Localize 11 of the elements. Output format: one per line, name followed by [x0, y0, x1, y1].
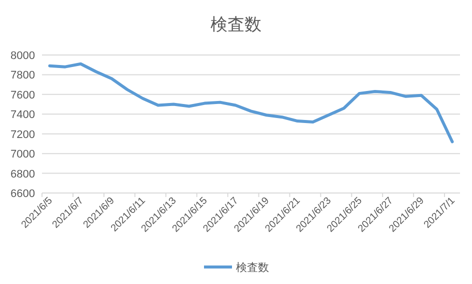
line-series: [48, 62, 454, 144]
y-tick-label: 7000: [10, 148, 35, 161]
y-tick-label: 7400: [10, 109, 35, 122]
chart-title: 検査数: [210, 15, 262, 34]
y-tick-label: 7800: [10, 70, 35, 82]
y-tick-label: 7600: [10, 89, 35, 102]
y-tick-label: 7200: [10, 128, 35, 141]
y-tick-label: 6800: [10, 168, 35, 180]
y-tick-label: 6600: [10, 188, 35, 200]
legend-label: 検査数: [236, 261, 269, 274]
y-tick-label: 8000: [10, 50, 35, 62]
